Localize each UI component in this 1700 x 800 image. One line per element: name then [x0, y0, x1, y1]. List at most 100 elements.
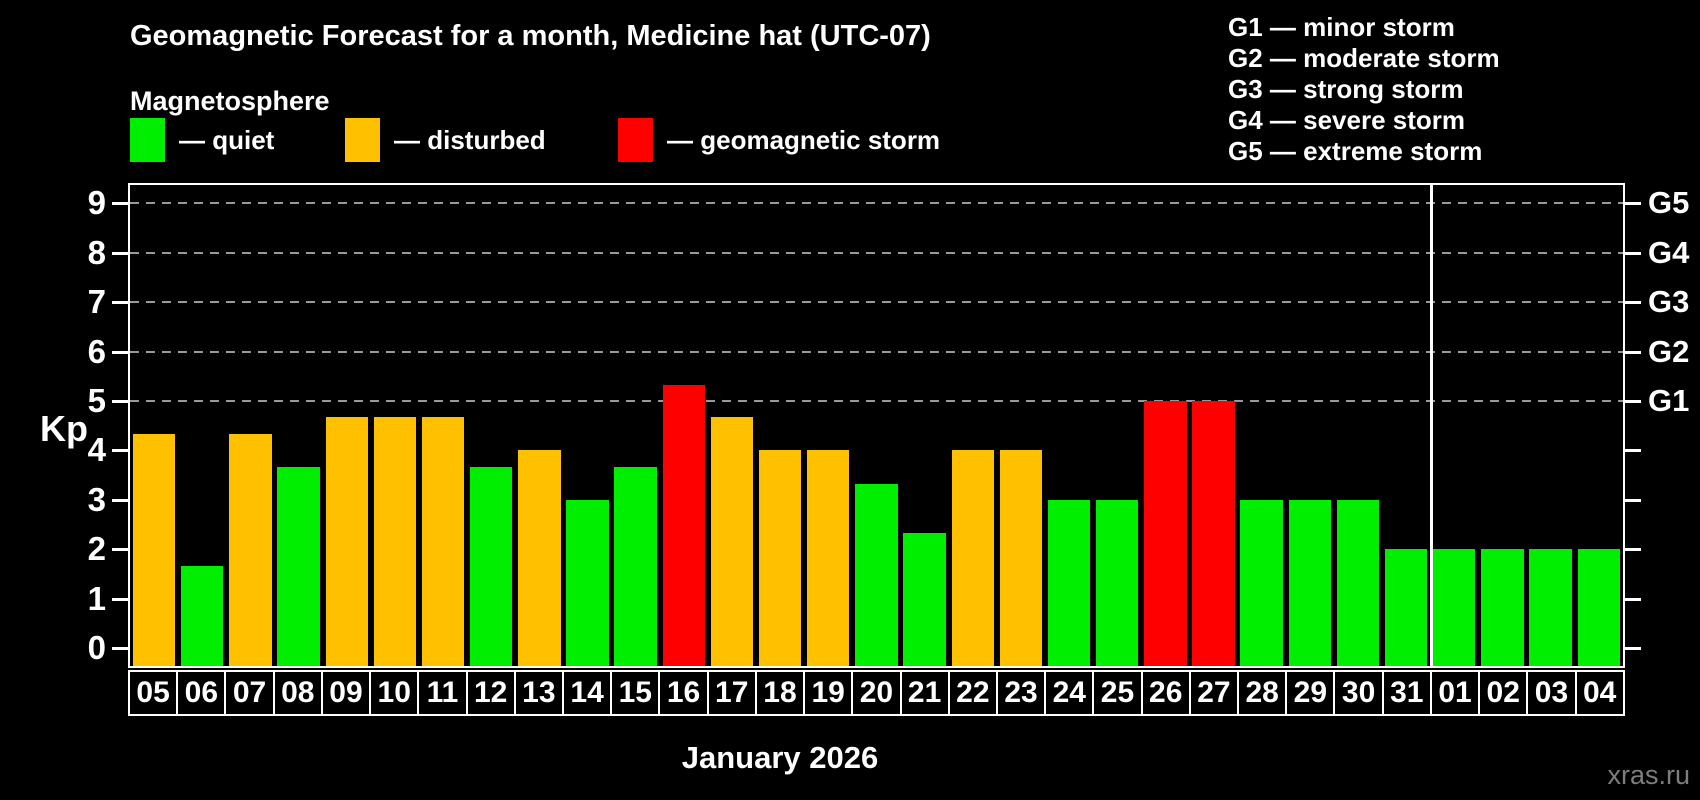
right-axis-label-g3: G3 [1648, 284, 1690, 320]
kp-bar-day-12 [469, 466, 513, 666]
date-cell-25: 25 [1092, 670, 1143, 716]
date-cell-02: 02 [1478, 670, 1529, 716]
right-tick-kp-1 [1625, 597, 1641, 601]
kp-bar-day-06 [181, 565, 224, 666]
date-cell-23: 23 [995, 670, 1047, 716]
y-axis-label-4: 4 [87, 431, 106, 469]
left-tick-kp-1 [112, 597, 128, 601]
kp-bar-day-11 [421, 417, 465, 666]
bar-cell-day-14 [563, 185, 611, 666]
kp-bar-day-27 [1192, 401, 1235, 666]
date-cell-26: 26 [1140, 670, 1191, 716]
gridline-kp-5 [130, 400, 1623, 402]
right-tick-kp-8 [1625, 251, 1641, 255]
legend-item-quiet: — quiet [130, 116, 274, 164]
right-axis-label-g1: G1 [1648, 383, 1690, 418]
bar-cell-day-08 [274, 185, 322, 666]
bar-cell-day-07 [226, 185, 274, 666]
date-cell-24: 24 [1044, 670, 1095, 716]
left-tick-kp-9 [112, 202, 128, 206]
gridline-kp-7 [130, 301, 1623, 304]
kp-bar-day-22 [951, 450, 994, 666]
bar-cell-day-03 [1527, 185, 1575, 666]
bar-cell-day-10 [371, 185, 419, 666]
bar-cell-day-21 [901, 185, 949, 666]
right-tick-kp-5 [1625, 400, 1641, 403]
y-axis-label-0: 0 [87, 629, 106, 666]
kp-bar-day-30 [1336, 499, 1380, 666]
bar-cell-day-28 [1238, 185, 1286, 666]
bar-cell-day-02 [1478, 185, 1526, 666]
bar-cell-day-09 [323, 185, 371, 666]
date-cell-21: 21 [899, 670, 950, 716]
kp-bar-day-08 [277, 466, 320, 666]
date-cell-27: 27 [1188, 670, 1240, 716]
legend-item-storm: — geomagnetic storm [618, 116, 940, 164]
bar-cell-day-11 [419, 185, 467, 666]
plot-area [128, 183, 1625, 668]
right-tick-kp-9 [1625, 202, 1641, 206]
magnetosphere-label: Magnetosphere [130, 86, 330, 116]
kp-bar-day-14 [566, 499, 609, 666]
left-tick-kp-3 [112, 498, 128, 502]
y-axis-label-1: 1 [87, 579, 106, 617]
kp-bar-day-31 [1384, 549, 1428, 666]
y-axis-label-5: 5 [87, 382, 106, 419]
right-axis-label-g2: G2 [1648, 333, 1690, 369]
date-cell-18: 18 [754, 670, 806, 716]
date-cell-11: 11 [417, 670, 468, 716]
y-axis-label-3: 3 [87, 480, 106, 518]
kp-bar-day-04 [1577, 549, 1620, 666]
right-tick-kp-0 [1625, 647, 1641, 650]
date-cell-01: 01 [1429, 670, 1481, 716]
y-axis-label-6: 6 [87, 332, 106, 370]
bar-cell-day-17 [708, 185, 756, 666]
bar-cell-day-04 [1575, 185, 1623, 666]
kp-bar-day-23 [999, 450, 1043, 666]
y-axis-label-9: 9 [87, 184, 106, 222]
date-cell-17: 17 [706, 670, 757, 716]
y-axis-label-2: 2 [87, 530, 106, 568]
gridline-kp-6 [130, 350, 1623, 353]
bar-cell-day-31 [1382, 185, 1430, 666]
left-tick-kp-2 [112, 548, 128, 552]
date-cell-15: 15 [610, 670, 661, 716]
bar-cell-day-22 [949, 185, 997, 666]
quiet-color-swatch [130, 118, 165, 162]
y-axis-label-7: 7 [87, 283, 106, 321]
y-axis-title: Kp [40, 408, 88, 449]
month-separator-line [1430, 185, 1434, 666]
date-cell-22: 22 [947, 670, 998, 716]
kp-bar-day-17 [710, 417, 754, 666]
kp-bar-day-15 [614, 466, 657, 666]
bar-cell-day-25 [1093, 185, 1141, 666]
gridline-kp-8 [130, 251, 1623, 254]
date-cell-29: 29 [1285, 670, 1336, 716]
legend-label-quiet: — quiet [179, 124, 275, 155]
right-tick-kp-7 [1625, 301, 1641, 305]
kp-bar-day-02 [1481, 549, 1524, 666]
storm-scale-line-g2: G2 — moderate storm [1228, 43, 1500, 73]
bar-cell-day-19 [804, 185, 852, 666]
date-cell-19: 19 [803, 670, 854, 716]
bar-cell-day-06 [178, 185, 226, 666]
bar-cell-day-16 [660, 185, 708, 666]
date-cell-07: 07 [224, 670, 275, 716]
disturbed-color-swatch [345, 118, 380, 162]
bar-cell-day-01 [1430, 185, 1478, 666]
date-cell-12: 12 [465, 670, 516, 716]
legend-label-disturbed: — disturbed [394, 124, 546, 155]
bar-cell-day-30 [1334, 185, 1382, 666]
date-cell-13: 13 [513, 670, 564, 716]
kp-bar-day-10 [373, 417, 417, 666]
kp-bar-day-29 [1288, 499, 1331, 666]
kp-bar-day-05 [132, 434, 176, 666]
y-axis-label-8: 8 [87, 233, 106, 271]
date-cell-20: 20 [851, 670, 902, 716]
bar-cell-day-23 [997, 185, 1045, 666]
storm-scale-legend: G1 — minor storm G2 — moderate storm G3 — … [1228, 12, 1500, 167]
left-tick-kp-5 [112, 400, 128, 403]
date-cell-14: 14 [561, 670, 613, 716]
kp-bar-day-07 [229, 434, 272, 666]
